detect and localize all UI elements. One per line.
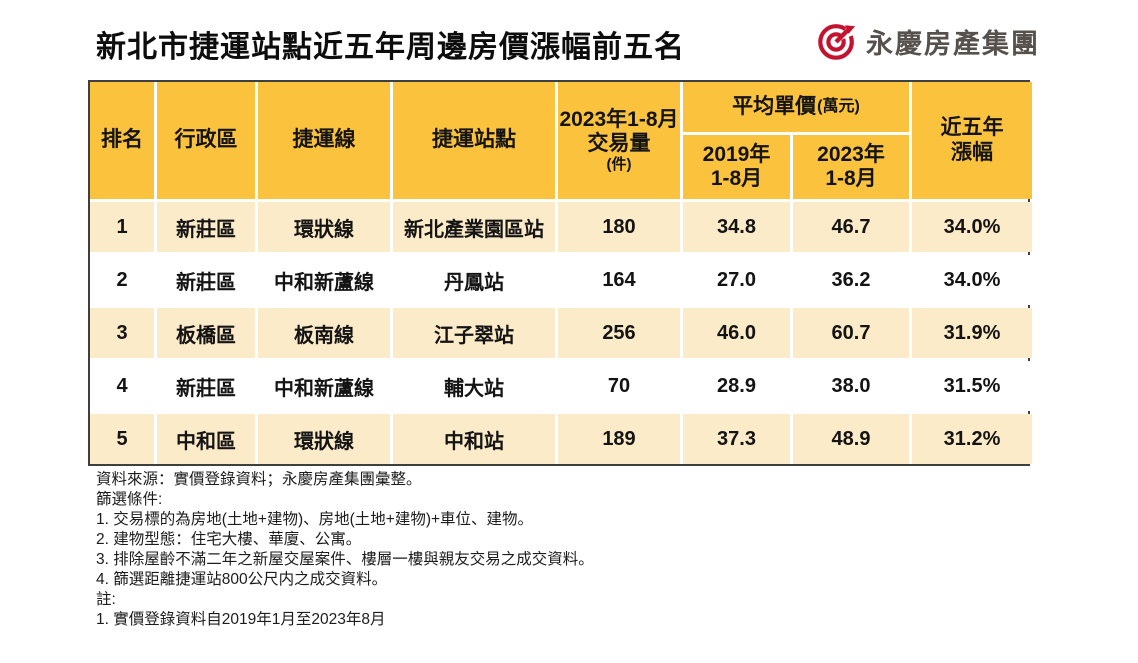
col-header-avg-price-label: 平均單價 [732,94,817,118]
col-header-line-label: 捷運線 [292,128,356,152]
table-cell-line: 環狀線 [258,414,390,464]
table-cell-volume: 70 [558,361,680,411]
col-header-station-label: 捷運站點 [432,128,516,152]
table-cell-price-2019: 37.3 [683,414,790,464]
col-header-avg-price-unit: (萬元) [817,97,860,115]
table-cell-price-2019: 28.9 [683,361,790,411]
col-header-growth-label: 近五年 漲幅 [940,116,1004,164]
table-cell-volume: 256 [558,308,680,358]
table-cell-station: 中和站 [393,414,555,464]
footnote-filter-1: 1. 交易標的為房地(土地+建物)、房地(土地+建物)+車位、建物。 [96,511,534,528]
footnote-source: 資料來源：實價登錄資料；永慶房產集團彙整。 [96,471,422,488]
table-cell-rank: 4 [90,361,154,411]
table-cell-price-2019: 46.0 [683,308,790,358]
table-cell-growth: 31.9% [912,308,1032,358]
mrt-price-table: 排名 行政區 捷運線 捷運站點 2023年1-8月交易量 (件) 平均單價 (萬… [88,80,1032,466]
table-cell-line: 中和新蘆線 [258,361,390,411]
page-title: 新北市捷運站點近五年周邊房價漲幅前五名 [96,31,685,64]
col-header-volume: 2023年1-8月交易量 (件) [558,82,680,199]
table-cell-district: 中和區 [157,414,255,464]
table-cell-rank: 5 [90,414,154,464]
table-cell-growth: 31.2% [912,414,1032,464]
col-header-district: 行政區 [157,82,255,199]
table-cell-volume: 164 [558,255,680,305]
table-cell-district: 新莊區 [157,255,255,305]
table-cell-growth: 34.0% [912,202,1032,252]
col-header-avg-price-group: 平均單價 (萬元) [683,82,909,132]
table-cell-station: 輔大站 [393,361,555,411]
table-cell-growth: 31.5% [912,361,1032,411]
col-subheader-price-2019-label: 2019年 1-8月 [702,142,771,190]
table-cell-price-2023: 48.9 [793,414,909,464]
table-cell-price-2019: 34.8 [683,202,790,252]
col-header-volume-label: 2023年1-8月交易量 [559,107,679,155]
yungching-logo-icon [816,20,860,62]
table-cell-growth: 34.0% [912,255,1032,305]
table-cell-district: 新莊區 [157,202,255,252]
table-cell-price-2023: 38.0 [793,361,909,411]
table-cell-rank: 2 [90,255,154,305]
table-cell-volume: 189 [558,414,680,464]
footnote-filter-4: 4. 篩選距離捷運站800公尺内之成交資料。 [96,571,388,588]
table-cell-rank: 1 [90,202,154,252]
col-header-station: 捷運站點 [393,82,555,199]
table-cell-district: 新莊區 [157,361,255,411]
footnote-filter-3: 3. 排除屋齡不滿二年之新屋交屋案件、樓層一樓與親友交易之成交資料。 [96,551,594,568]
col-header-rank-label: 排名 [101,128,143,152]
table-cell-rank: 3 [90,308,154,358]
table-cell-line: 板南線 [258,308,390,358]
table-cell-station: 丹鳳站 [393,255,555,305]
table-cell-volume: 180 [558,202,680,252]
col-subheader-price-2019: 2019年 1-8月 [683,135,790,199]
brand-logo: 永慶房產集團 [816,20,1040,62]
col-header-volume-unit: (件) [606,156,632,174]
col-subheader-price-2023: 2023年 1-8月 [793,135,909,199]
footnote-filter-title: 篩選條件: [96,491,163,508]
table-cell-line: 中和新蘆線 [258,255,390,305]
table-cell-price-2023: 46.7 [793,202,909,252]
col-header-growth: 近五年 漲幅 [912,82,1032,199]
footnotes: 資料來源：實價登錄資料；永慶房產集團彙整。 篩選條件: 1. 交易標的為房地(土… [96,470,594,630]
table-cell-line: 環狀線 [258,202,390,252]
brand-name: 永慶房產集團 [866,28,1040,59]
table-cell-district: 板橋區 [157,308,255,358]
col-header-district-label: 行政區 [174,128,238,152]
table-cell-price-2019: 27.0 [683,255,790,305]
table-cell-price-2023: 36.2 [793,255,909,305]
col-header-line: 捷運線 [258,82,390,199]
table-cell-price-2023: 60.7 [793,308,909,358]
col-header-rank: 排名 [90,82,154,199]
footnote-note-title: 註: [96,591,116,608]
table-cell-station: 江子翠站 [393,308,555,358]
table-cell-station: 新北產業園區站 [393,202,555,252]
footnote-filter-2: 2. 建物型態：住宅大樓、華廈、公寓。 [96,531,362,548]
col-subheader-price-2023-label: 2023年 1-8月 [817,142,885,190]
footnote-note-1: 1. 實價登錄資料自2019年1月至2023年8月 [96,611,386,628]
